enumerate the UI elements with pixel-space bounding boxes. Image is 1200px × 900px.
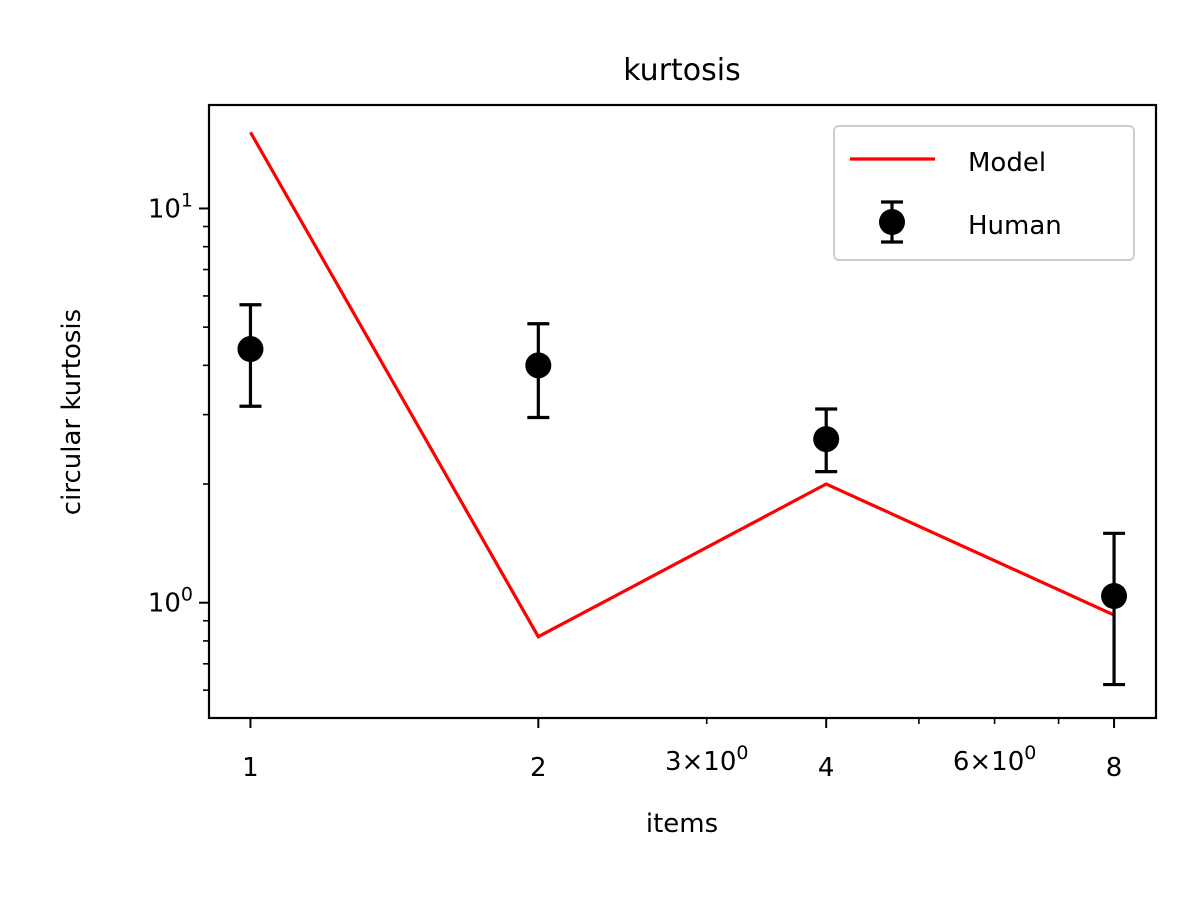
- plot-frame: [207, 103, 1158, 720]
- chart-title: kurtosis: [623, 53, 741, 88]
- plot-area: [237, 131, 1128, 687]
- tick-base: 10: [148, 589, 181, 619]
- data-marker: [1101, 582, 1128, 609]
- data-marker: [813, 426, 840, 453]
- tick-base: 6: [953, 747, 970, 777]
- y-tick-label: 100: [148, 584, 193, 619]
- tick-exponent: 0: [181, 584, 193, 606]
- y-axis-label: circular kurtosis: [57, 309, 87, 515]
- tick-exponent: 0: [736, 742, 748, 764]
- data-marker: [525, 352, 552, 379]
- tick-exponent: 0: [1024, 742, 1036, 764]
- x-axis-label: items: [646, 809, 718, 839]
- tick-base: 3: [665, 747, 682, 777]
- model-line: [249, 131, 1115, 639]
- x-minor-tick-label: 3×100: [665, 742, 749, 777]
- tick-times: ×: [681, 747, 703, 777]
- x-tick-label: 4: [818, 753, 835, 783]
- tick-times: ×: [969, 747, 991, 777]
- tick-ten: 10: [991, 747, 1024, 777]
- legend: Model Human: [833, 125, 1135, 261]
- tick-ten: 10: [703, 747, 736, 777]
- human-point-4: [1101, 531, 1128, 687]
- legend-label-model: Model: [968, 148, 1046, 178]
- tick-base: 10: [148, 194, 181, 224]
- x-minor-tick-label: 6×100: [953, 742, 1037, 777]
- human-point-1: [237, 303, 264, 408]
- data-marker: [237, 336, 264, 363]
- legend-item-human: Human: [879, 200, 1062, 244]
- x-tick-label: 8: [1106, 753, 1123, 783]
- human-point-3: [813, 407, 840, 474]
- y-tick-label: 101: [148, 189, 193, 224]
- legend-marker: [879, 209, 905, 235]
- human-point-2: [525, 322, 552, 420]
- legend-label-human: Human: [968, 211, 1062, 241]
- tick-exponent: 1: [181, 189, 193, 211]
- x-tick-label: 1: [242, 753, 259, 783]
- legend-item-model: Model: [850, 148, 1046, 178]
- x-tick-label: 2: [530, 753, 547, 783]
